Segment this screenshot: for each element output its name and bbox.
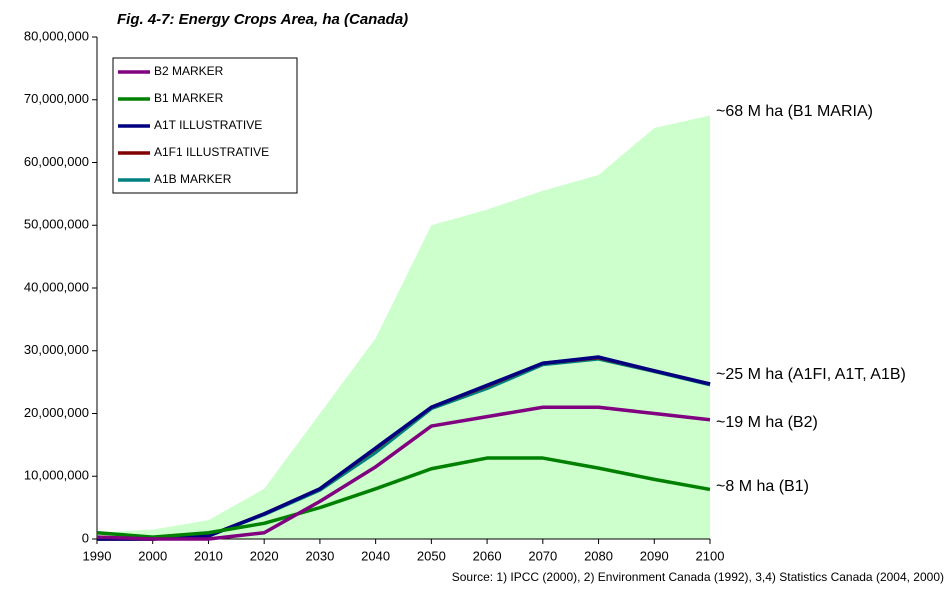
y-tick-label: 30,000,000 (24, 342, 89, 357)
legend-label: B1 MARKER (154, 91, 224, 105)
legend-label: A1F1 ILLUSTRATIVE (154, 145, 269, 159)
legend-label: A1B MARKER (154, 172, 232, 186)
series-line (97, 355, 711, 541)
x-tick-label: 2020 (250, 548, 279, 563)
x-tick-label: 2100 (696, 548, 725, 563)
y-tick-label: 40,000,000 (24, 279, 89, 294)
envelope-area (97, 115, 710, 539)
x-tick-label: 2000 (138, 548, 167, 563)
y-tick-label: 10,000,000 (24, 468, 89, 483)
y-tick-label: 50,000,000 (24, 217, 89, 232)
annotation: ~25 M ha (A1FI, A1T, A1B) (716, 366, 906, 383)
annotation: ~68 M ha (B1 MARIA) (716, 103, 873, 120)
series-line (96, 405, 711, 541)
legend-label: B2 MARKER (154, 64, 224, 78)
annotation: ~8 M ha (B1) (716, 478, 809, 495)
x-tick-label: 2050 (417, 548, 446, 563)
legend-label: A1T ILLUSTRATIVE (154, 118, 262, 132)
y-tick-label: 70,000,000 (24, 91, 89, 106)
x-tick-label: 1990 (83, 548, 112, 563)
source-note: Source: 1) IPCC (2000), 2) Environment C… (452, 570, 944, 584)
chart-title: Fig. 4-7: Energy Crops Area, ha (Canada) (117, 11, 408, 28)
x-tick-label: 2080 (584, 548, 613, 563)
y-tick-label: 60,000,000 (24, 154, 89, 169)
annotation: ~19 M ha (B2) (716, 414, 818, 431)
y-tick-label: 80,000,000 (24, 28, 89, 43)
x-tick-label: 2040 (361, 548, 390, 563)
y-tick-label: 20,000,000 (24, 405, 89, 420)
x-tick-label: 2010 (194, 548, 223, 563)
x-tick-label: 2060 (473, 548, 502, 563)
y-tick-label: 0 (82, 530, 89, 545)
series-line (96, 456, 711, 539)
x-tick-label: 2070 (528, 548, 557, 563)
x-tick-label: 2030 (305, 548, 334, 563)
x-tick-label: 2090 (640, 548, 669, 563)
